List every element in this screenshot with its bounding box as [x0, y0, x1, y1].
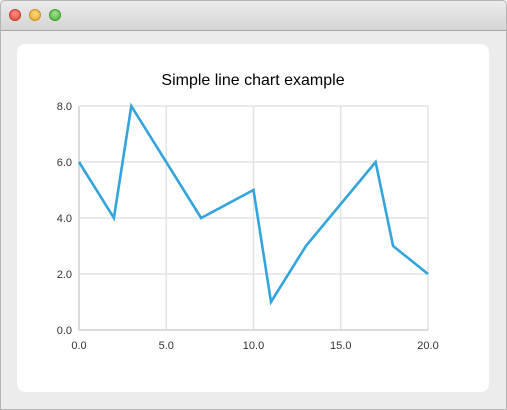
close-window-icon[interactable]	[9, 9, 21, 21]
x-tick-label: 10.0	[243, 340, 264, 352]
minimize-window-icon[interactable]	[29, 9, 41, 21]
axes	[78, 106, 428, 331]
y-tick-label: 6.0	[57, 157, 72, 169]
y-tick-label: 4.0	[57, 213, 72, 225]
series-layer	[77, 102, 429, 306]
title-bar	[1, 1, 506, 31]
y-tick-label: 8.0	[57, 101, 72, 113]
x-tick-label: 0.0	[71, 340, 86, 352]
chart-title: Simple line chart example	[161, 72, 344, 89]
tick-labels: 0.0 5.0 10.0 15.0 20.0 0.0 2.0 4.0 6.0 8.0	[57, 101, 439, 352]
y-tick-label: 2.0	[57, 269, 72, 281]
grid	[78, 105, 429, 331]
y-tick-label: 0.0	[57, 325, 72, 337]
x-tick-label: 20.0	[417, 340, 438, 352]
x-tick-label: 15.0	[330, 340, 351, 352]
zoom-window-icon[interactable]	[49, 9, 61, 21]
series-line	[77, 102, 429, 306]
x-tick-label: 5.0	[159, 340, 174, 352]
